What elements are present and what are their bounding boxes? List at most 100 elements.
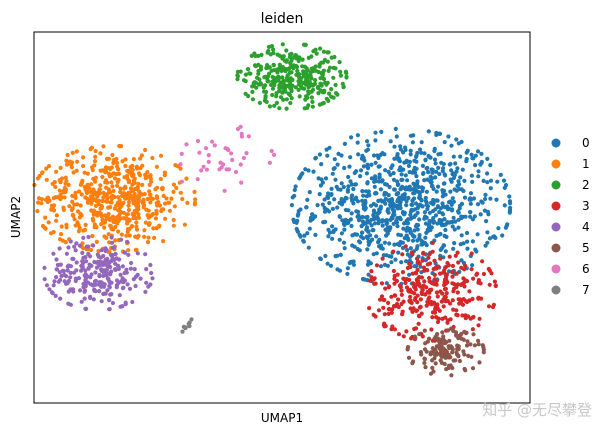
point-cluster-3 (462, 284, 467, 289)
point-cluster-0 (329, 186, 334, 191)
point-cluster-0 (407, 272, 412, 277)
point-cluster-0 (330, 206, 335, 211)
point-cluster-1 (104, 156, 110, 161)
point-cluster-0 (471, 156, 476, 161)
point-cluster-2 (318, 46, 323, 51)
point-cluster-4 (55, 262, 61, 268)
point-cluster-3 (409, 336, 414, 341)
point-cluster-0 (343, 207, 349, 213)
point-cluster-1 (154, 208, 159, 213)
point-cluster-1 (153, 216, 158, 221)
point-cluster-1 (110, 152, 115, 158)
point-cluster-3 (479, 296, 484, 301)
point-cluster-3 (378, 297, 383, 302)
point-cluster-0 (324, 147, 329, 152)
point-cluster-4 (92, 259, 97, 265)
point-cluster-0 (365, 225, 370, 230)
point-cluster-0 (427, 210, 432, 215)
point-cluster-0 (371, 201, 376, 207)
point-cluster-2 (295, 68, 300, 74)
point-cluster-2 (290, 83, 295, 88)
point-cluster-0 (443, 222, 448, 227)
point-cluster-4 (97, 274, 102, 279)
point-cluster-2 (289, 96, 294, 101)
point-cluster-1 (169, 196, 174, 201)
point-cluster-5 (430, 365, 435, 370)
point-cluster-1 (178, 190, 183, 195)
point-cluster-2 (316, 91, 321, 96)
point-cluster-3 (412, 291, 417, 296)
point-cluster-0 (318, 256, 323, 262)
point-cluster-0 (468, 210, 473, 215)
point-cluster-1 (185, 200, 190, 205)
point-cluster-4 (92, 279, 97, 284)
point-cluster-1 (157, 203, 162, 208)
point-cluster-0 (488, 196, 493, 201)
point-cluster-4 (86, 266, 91, 271)
point-cluster-2 (321, 49, 326, 54)
point-cluster-4 (96, 254, 101, 259)
point-cluster-1 (49, 206, 54, 211)
point-cluster-1 (131, 157, 136, 162)
point-cluster-4 (42, 265, 47, 270)
point-cluster-4 (117, 293, 122, 298)
point-cluster-1 (46, 164, 52, 169)
point-cluster-0 (304, 205, 309, 210)
point-cluster-1 (146, 222, 152, 227)
point-cluster-1 (133, 234, 138, 239)
point-cluster-5 (417, 332, 422, 337)
legend-label-6: 6 (582, 262, 590, 276)
point-cluster-1 (72, 217, 77, 222)
point-cluster-0 (337, 237, 342, 242)
point-cluster-2 (310, 99, 315, 104)
point-cluster-4 (84, 276, 89, 281)
point-cluster-0 (437, 171, 442, 177)
point-cluster-2 (252, 51, 257, 56)
point-cluster-3 (477, 316, 482, 321)
point-cluster-1 (149, 179, 154, 184)
point-cluster-1 (138, 156, 143, 161)
point-cluster-4 (80, 250, 85, 255)
point-cluster-5 (464, 343, 470, 348)
point-cluster-0 (391, 171, 396, 176)
point-cluster-3 (437, 308, 442, 313)
point-cluster-2 (277, 85, 282, 90)
legend-marker-2 (551, 180, 561, 190)
point-cluster-0 (385, 229, 390, 234)
point-cluster-0 (360, 198, 365, 203)
point-cluster-4 (109, 253, 114, 258)
point-cluster-5 (457, 358, 462, 364)
point-cluster-0 (410, 140, 415, 145)
point-cluster-3 (413, 326, 419, 331)
point-cluster-0 (401, 167, 406, 172)
point-cluster-0 (437, 131, 443, 136)
point-cluster-1 (40, 223, 46, 229)
point-cluster-4 (135, 251, 140, 256)
point-cluster-0 (297, 232, 302, 237)
point-cluster-4 (68, 264, 74, 269)
point-cluster-3 (421, 265, 427, 270)
point-cluster-3 (467, 289, 472, 294)
point-cluster-1 (178, 166, 183, 171)
point-cluster-6 (204, 167, 209, 172)
point-cluster-6 (206, 153, 211, 158)
point-cluster-4 (68, 275, 73, 280)
point-cluster-0 (371, 214, 376, 219)
point-cluster-3 (394, 278, 399, 284)
point-cluster-4 (133, 274, 138, 279)
point-cluster-4 (84, 259, 89, 264)
point-cluster-4 (68, 270, 73, 275)
point-cluster-1 (126, 248, 131, 253)
point-cluster-0 (343, 217, 348, 222)
point-cluster-1 (103, 167, 108, 172)
point-cluster-1 (134, 220, 139, 225)
point-cluster-4 (99, 248, 104, 253)
point-cluster-4 (57, 246, 62, 251)
point-cluster-1 (103, 199, 109, 204)
point-cluster-0 (373, 174, 378, 179)
point-cluster-1 (138, 166, 143, 171)
point-cluster-1 (63, 175, 68, 180)
series-0 (289, 126, 513, 286)
point-cluster-1 (117, 144, 122, 149)
point-cluster-0 (442, 217, 447, 222)
